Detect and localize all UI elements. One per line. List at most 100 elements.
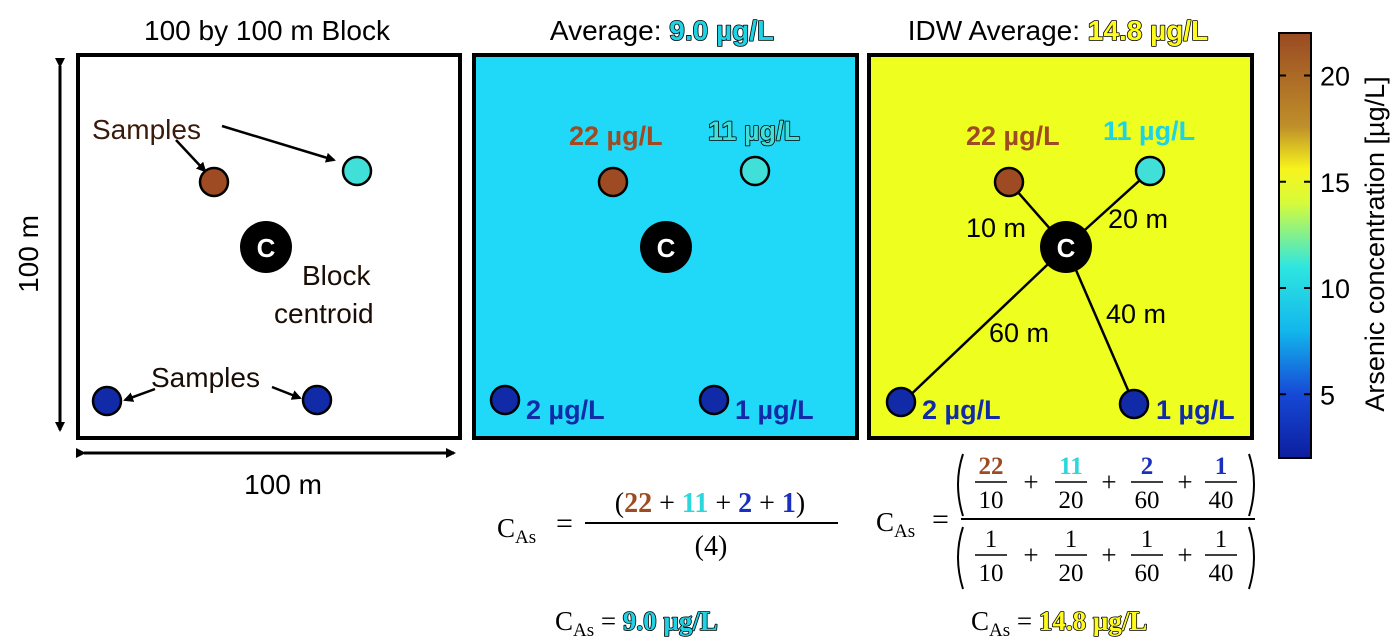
sample-cyan: [739, 155, 771, 187]
eq-avg-result-unit: µg/L: [663, 606, 718, 636]
eq-idw-result-value: 14.8: [1039, 606, 1086, 636]
sample-navy-left: [91, 385, 123, 417]
eq-idw-numerator-bottom-0: 10: [979, 487, 1004, 514]
eq-idw-denominator-bottom-3: 40: [1209, 560, 1234, 587]
label-brown: 22 µg/L: [569, 121, 663, 151]
eq-avg-numerator: (22 + 11 + 2 + 1): [615, 488, 806, 519]
panel-idw: IDW Average: 14.8 µg/L 22 µg/L 11 µg/L 1…: [867, 14, 1254, 440]
sample-navy-left: [489, 384, 521, 416]
panel3-title-prefix: IDW Average:: [908, 15, 1088, 46]
panel1-title: 100 by 100 m Block: [144, 15, 391, 46]
paren-left: [957, 453, 964, 517]
paren-right: [1248, 453, 1255, 517]
colorbar-tick-label: 10: [1320, 274, 1350, 304]
eq-idw-denominator-top-2: 1: [1141, 526, 1154, 553]
centroid-symbol: C: [257, 233, 276, 263]
sample-navy-left: [885, 386, 917, 418]
samples-label-top: Samples: [92, 114, 201, 145]
eq-avg-num-1: 1: [782, 488, 796, 519]
panel2-title-value: 9.0 µg/L: [669, 15, 774, 46]
sample-navy-right: [301, 384, 333, 416]
height-label: 100 m: [13, 215, 44, 293]
panel2-title-prefix: Average:: [550, 15, 669, 46]
block-centroid: [240, 221, 292, 273]
samples-arrow-to-brown: [175, 139, 207, 173]
eq-idw-result-equals: =: [1010, 606, 1039, 636]
eq-avg-result-value: 9.0: [623, 606, 657, 636]
eq-idw-numerator-top-3: 1: [1215, 453, 1228, 480]
colorbar-tick-label: 20: [1320, 62, 1350, 92]
samples-arrow-to-navy-right: [271, 385, 302, 400]
eq-avg-result-equals: =: [594, 606, 623, 636]
eq-avg-equals: =: [556, 507, 573, 540]
eq-avg-denominator: (4): [695, 531, 728, 562]
sample-navy-right: [698, 384, 730, 416]
eq-idw-lhs: CAs: [876, 507, 915, 542]
label-cyan: 11 µg/L: [1103, 116, 1195, 146]
eq-idw-denominator: 1 10 +1 20 +1 60 +1 40: [957, 526, 1255, 590]
eq-avg-num-11: 11: [682, 488, 708, 519]
centroid-symbol: C: [1057, 233, 1076, 263]
colorbar-label: Arsenic concentration [µg/L]: [1360, 76, 1390, 411]
eq-idw-lhs-subscript: As: [894, 521, 915, 542]
eq-idw-plus: +: [1101, 467, 1116, 497]
samples-label-bottom: Samples: [151, 362, 260, 393]
eq-idw-denominator-top-3: 1: [1215, 526, 1228, 553]
colorbar-tick-label: 5: [1320, 380, 1335, 410]
eq-idw-denominator-top-0: 1: [985, 526, 998, 553]
label-navy-left: 2 µg/L: [526, 395, 605, 425]
paren-left: [957, 526, 964, 590]
eq-idw-plus: +: [1023, 467, 1038, 497]
eq-idw-plus: +: [1177, 540, 1192, 570]
equation-average: CAs = (22 + 11 + 2 + 1) (4) CAs = 9.0 µg…: [497, 488, 838, 641]
samples-arrow-to-navy-left: [123, 387, 156, 402]
eq-avg-result: CAs = 9.0 µg/L: [555, 606, 718, 641]
distance-brown: 10 m: [966, 213, 1026, 243]
eq-avg-num-22: 22: [624, 488, 652, 519]
eq-idw-denominator-top-1: 1: [1065, 526, 1078, 553]
colorbar-gradient: [1278, 32, 1312, 459]
block-centroid: [640, 221, 692, 273]
eq-idw-denominator-bottom-1: 20: [1059, 560, 1084, 587]
eq-idw-result-unit: µg/L: [1093, 606, 1148, 636]
panel-average: Average: 9.0 µg/L 22 µg/L 11 µg/L C 2 µg…: [472, 14, 859, 440]
eq-idw-equals: =: [932, 503, 949, 536]
distance-cyan: 20 m: [1108, 204, 1168, 234]
colorbar-tick-label: 15: [1320, 168, 1350, 198]
eq-avg-num-2: 2: [738, 488, 752, 519]
sample-brown: [198, 166, 230, 198]
centroid-symbol: C: [657, 233, 676, 263]
sample-navy-right: [1118, 388, 1150, 420]
sample-cyan: [341, 155, 373, 187]
centroid-label-line1: Block: [302, 260, 371, 291]
eq-avg-lhs-symbol: C: [497, 513, 515, 543]
paren-right: [1248, 526, 1255, 590]
eq-idw-result-lhs: C: [971, 606, 989, 636]
samples-arrow-to-cyan: [221, 124, 336, 163]
label-navy-left: 2 µg/L: [922, 395, 1001, 425]
eq-idw-plus: +: [1177, 467, 1192, 497]
sample-brown: [597, 166, 629, 198]
block-centroid: [1040, 221, 1092, 273]
eq-avg-result-lhs: C: [555, 606, 573, 636]
colorbar-ticks: 5 10 15 20: [1279, 62, 1350, 410]
eq-idw-numerator-bottom-1: 20: [1059, 487, 1084, 514]
centroid-label-line2: centroid: [274, 298, 374, 329]
distance-navy-left: 60 m: [989, 318, 1049, 348]
distance-line-navy-left: [902, 246, 1067, 403]
label-brown: 22 µg/L: [966, 121, 1060, 151]
colorbar: 5 10 15 20 Arsenic concentration [µg/L]: [1278, 32, 1390, 459]
distance-navy-right: 40 m: [1106, 299, 1166, 329]
panel-block: 100 by 100 m Block 100 m 100 m Samples C…: [13, 15, 462, 500]
eq-idw-lhs-symbol: C: [876, 507, 894, 537]
eq-idw-numerator-bottom-3: 40: [1209, 487, 1234, 514]
eq-idw-numerator-top-2: 2: [1141, 453, 1154, 480]
eq-avg-lhs: CAs: [497, 513, 536, 548]
label-navy-right: 1 µg/L: [1156, 395, 1235, 425]
eq-idw-result: CAs = 14.8 µg/L: [971, 606, 1147, 641]
eq-idw-numerator: 22 10 +11 20 +2 60 +1 40: [957, 453, 1255, 517]
eq-avg-lhs-subscript: As: [515, 527, 536, 548]
eq-idw-numerator-bottom-2: 60: [1135, 487, 1160, 514]
panel3-title-value: 14.8 µg/L: [1088, 15, 1208, 46]
